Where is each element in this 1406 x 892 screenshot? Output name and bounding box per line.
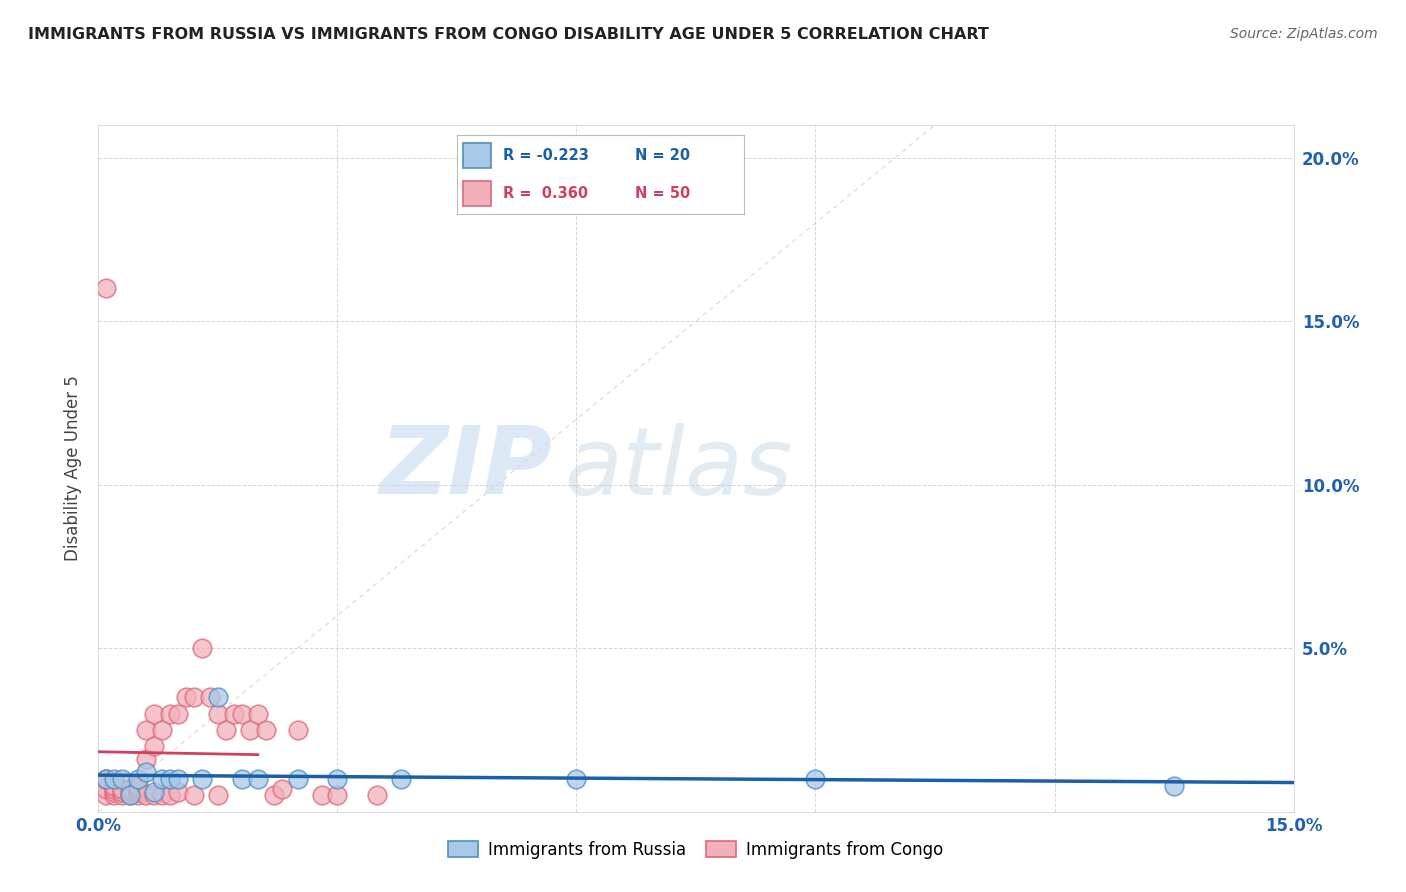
Text: Source: ZipAtlas.com: Source: ZipAtlas.com — [1230, 27, 1378, 41]
Point — [174, 690, 197, 705]
Point — [127, 772, 149, 786]
Point — [183, 789, 205, 803]
Point — [96, 781, 118, 796]
Point — [143, 785, 166, 799]
Point — [159, 706, 181, 721]
Point — [150, 772, 173, 786]
Point — [191, 772, 214, 786]
Point — [103, 789, 125, 803]
Point — [96, 281, 118, 295]
Point — [231, 706, 253, 721]
Point — [96, 772, 118, 786]
Point — [207, 690, 229, 705]
Point — [804, 772, 827, 786]
Point — [270, 781, 292, 796]
Point — [207, 706, 229, 721]
Point — [150, 723, 173, 737]
Point — [326, 772, 349, 786]
Point — [96, 789, 118, 803]
Point — [96, 772, 118, 786]
Point — [287, 772, 309, 786]
Point — [565, 772, 588, 786]
Point — [231, 772, 253, 786]
Point — [135, 789, 157, 803]
Point — [103, 781, 125, 796]
Text: ZIP: ZIP — [380, 422, 553, 515]
Point — [191, 641, 214, 656]
Point — [239, 723, 262, 737]
Point — [111, 789, 134, 803]
Point — [111, 781, 134, 796]
Point — [135, 723, 157, 737]
Point — [135, 752, 157, 766]
Point — [143, 706, 166, 721]
Point — [159, 789, 181, 803]
Point — [222, 706, 245, 721]
Point — [167, 772, 190, 786]
Text: atlas: atlas — [565, 423, 793, 514]
Point — [103, 779, 125, 793]
Text: IMMIGRANTS FROM RUSSIA VS IMMIGRANTS FROM CONGO DISABILITY AGE UNDER 5 CORRELATI: IMMIGRANTS FROM RUSSIA VS IMMIGRANTS FRO… — [28, 27, 988, 42]
Point — [389, 772, 412, 786]
Point — [246, 772, 269, 786]
Point — [103, 785, 125, 799]
Point — [263, 789, 285, 803]
Point — [246, 706, 269, 721]
Point — [120, 785, 142, 799]
Y-axis label: Disability Age Under 5: Disability Age Under 5 — [63, 376, 82, 561]
Point — [366, 789, 388, 803]
Point — [287, 723, 309, 737]
Point — [127, 785, 149, 799]
Point — [198, 690, 221, 705]
Point — [326, 789, 349, 803]
Point — [254, 723, 277, 737]
Point — [183, 690, 205, 705]
Point — [143, 789, 166, 803]
Point — [120, 789, 142, 803]
Legend: Immigrants from Russia, Immigrants from Congo: Immigrants from Russia, Immigrants from … — [441, 834, 950, 865]
Point — [103, 772, 125, 786]
Point — [159, 772, 181, 786]
Point — [207, 789, 229, 803]
Point — [1163, 779, 1185, 793]
Point — [120, 789, 142, 803]
Point — [167, 706, 190, 721]
Point — [215, 723, 238, 737]
Point — [167, 785, 190, 799]
Point — [143, 739, 166, 754]
Point — [111, 785, 134, 799]
Point — [127, 781, 149, 796]
Point — [120, 781, 142, 796]
Point — [135, 765, 157, 780]
Point — [111, 772, 134, 786]
Point — [127, 789, 149, 803]
Point — [150, 789, 173, 803]
Point — [127, 779, 149, 793]
Point — [311, 789, 333, 803]
Point — [96, 772, 118, 786]
